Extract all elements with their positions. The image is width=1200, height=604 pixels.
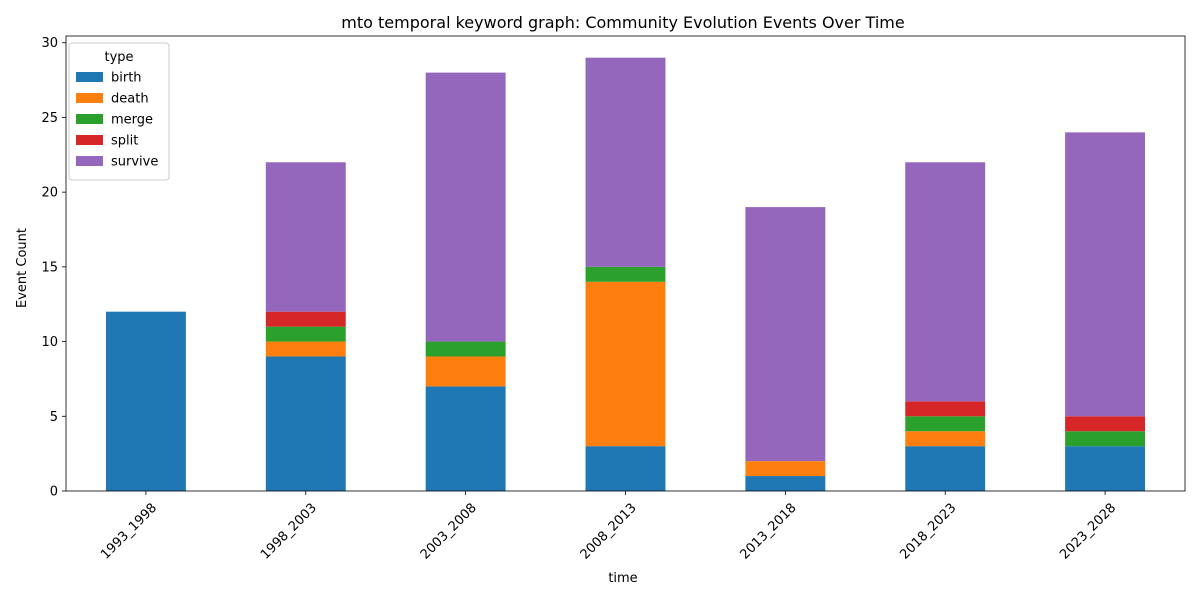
bar-merge-1998_2003 (265, 326, 346, 342)
bar-birth-1993_1998 (105, 311, 186, 491)
bar-split-1998_2003 (265, 311, 346, 327)
legend-swatch-survive (76, 156, 103, 166)
bar-merge-2003_2008 (425, 341, 506, 357)
legend-swatch-birth (76, 72, 103, 82)
y-tick-label: 10 (41, 335, 58, 350)
bar-survive-1998_2003 (265, 162, 346, 312)
y-tick-label: 25 (41, 111, 58, 126)
bar-survive-2018_2023 (905, 162, 986, 402)
y-tick-label: 20 (41, 186, 58, 201)
bar-split-2018_2023 (905, 401, 986, 417)
bar-birth-2008_2013 (585, 446, 666, 491)
bar-birth-2023_2028 (1065, 446, 1146, 491)
y-tick-label: 30 (41, 36, 58, 51)
x-tick-label: 2018_2023 (897, 501, 959, 563)
bar-death-2018_2023 (905, 431, 986, 447)
bar-birth-2013_2018 (745, 476, 826, 491)
bar-merge-2008_2013 (585, 266, 666, 282)
x-axis-label: time (608, 571, 637, 586)
legend: type birth death merge split survive (68, 42, 170, 181)
y-tick-label: 15 (41, 260, 58, 275)
bar-merge-2018_2023 (905, 416, 986, 432)
x-tick-label: 1998_2003 (258, 501, 320, 563)
legend-label-death: death (111, 92, 149, 107)
chart-title: mto temporal keyword graph: Community Ev… (341, 13, 904, 32)
bar-split-2023_2028 (1065, 416, 1146, 432)
bar-death-2013_2018 (745, 461, 826, 477)
legend-swatch-merge (76, 114, 103, 124)
y-tick-label: 0 (50, 485, 58, 500)
bars-layer (105, 57, 1146, 491)
x-tick-label: 2013_2018 (738, 501, 800, 563)
legend-label-birth: birth (111, 71, 142, 86)
bar-survive-2023_2028 (1065, 132, 1146, 417)
x-tick-label: 2023_2028 (1057, 501, 1119, 563)
x-tick-label: 2003_2008 (418, 501, 480, 563)
x-tick-label: 2008_2013 (578, 501, 640, 563)
bar-death-1998_2003 (265, 341, 346, 357)
y-axis-label: Event Count (15, 228, 30, 308)
legend-label-merge: merge (111, 113, 153, 128)
bar-survive-2008_2013 (585, 57, 666, 267)
bar-birth-2003_2008 (425, 386, 506, 491)
bar-merge-2023_2028 (1065, 431, 1146, 447)
bar-death-2008_2013 (585, 281, 666, 447)
legend-title: type (104, 50, 133, 65)
legend-label-split: split (111, 134, 138, 149)
legend-swatch-death (76, 93, 103, 103)
x-tick-label: 1993_1998 (98, 501, 160, 563)
bar-survive-2013_2018 (745, 207, 826, 462)
legend-label-survive: survive (111, 155, 158, 170)
legend-swatch-split (76, 135, 103, 145)
y-tick-label: 5 (50, 410, 58, 425)
bar-birth-1998_2003 (265, 356, 346, 491)
bar-survive-2003_2008 (425, 72, 506, 342)
bar-birth-2018_2023 (905, 446, 986, 491)
bar-death-2003_2008 (425, 356, 506, 387)
